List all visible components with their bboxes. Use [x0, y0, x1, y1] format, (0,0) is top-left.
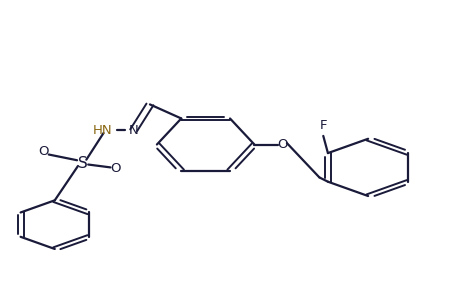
- Text: HN: HN: [93, 124, 113, 137]
- Text: N: N: [129, 124, 139, 137]
- Text: O: O: [38, 145, 49, 158]
- Text: O: O: [277, 138, 288, 151]
- Text: O: O: [110, 162, 120, 175]
- Text: S: S: [78, 155, 87, 171]
- Text: F: F: [319, 119, 327, 132]
